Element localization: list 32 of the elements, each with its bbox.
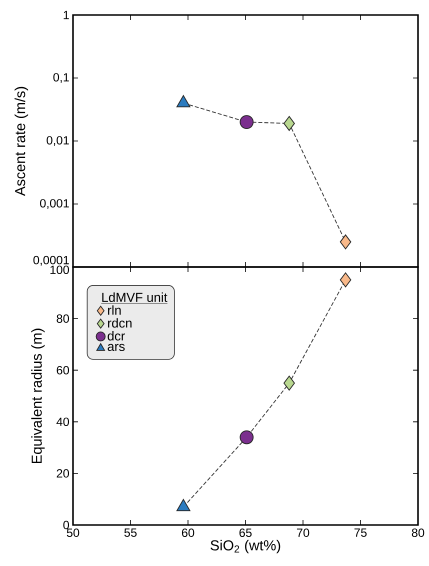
y-axis-title: Ascent rate (m/s) (14, 86, 28, 196)
y-tick-label: 60 (56, 366, 70, 374)
y-tick-label: 1 (64, 10, 69, 20)
y-tick-label: 0,01 (46, 136, 69, 146)
legend-label: ars (108, 344, 125, 352)
y-tick-label: 0,0001 (33, 256, 69, 266)
x-tick-label: 70 (296, 528, 310, 537)
y-tick-label: 80 (56, 314, 70, 323)
y-tick-label: 20 (56, 469, 70, 478)
y-tick-label: 100 (50, 266, 70, 274)
y-tick-label: 0,001 (40, 199, 69, 209)
point (340, 234, 352, 250)
point (240, 115, 254, 129)
y-axis-title: Equivalent radius (m) (31, 328, 45, 464)
point (284, 376, 295, 391)
point (284, 116, 295, 131)
x-tick-label: 65 (239, 528, 252, 537)
legend-label: rdcn (108, 318, 132, 328)
point (340, 272, 352, 288)
x-tick-label: 80 (412, 528, 424, 537)
legend-title: LdMVF unit (102, 292, 168, 302)
y-tick-label: 0 (63, 520, 70, 530)
legend-label: dcr (108, 331, 125, 341)
x-tick-label: 55 (124, 528, 137, 537)
x-tick-label: 75 (354, 528, 367, 537)
legend-label: rln (108, 305, 121, 315)
point (240, 430, 254, 444)
x-tick-label: 60 (182, 528, 194, 537)
x-tick-label: 50 (66, 528, 80, 537)
y-tick-label: 0,1 (53, 73, 69, 83)
y-tick-label: 40 (56, 418, 70, 426)
x-axis-title: SiO$_{2}$ (wt%) (210, 540, 280, 554)
